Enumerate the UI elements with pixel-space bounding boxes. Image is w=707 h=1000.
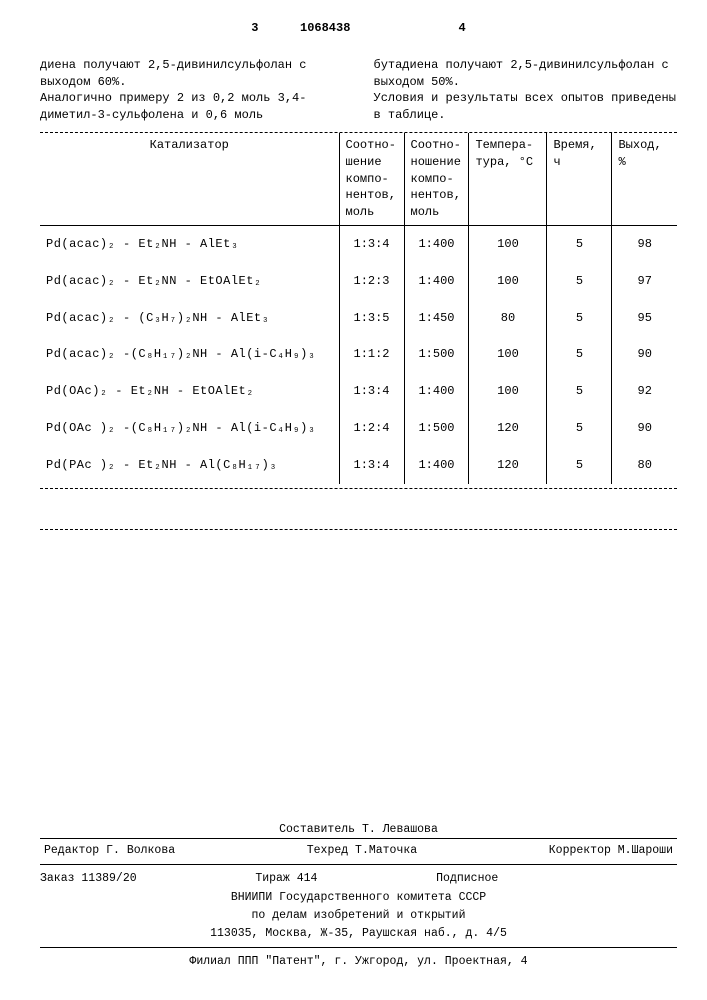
document-id: 1068438 (300, 20, 350, 37)
intro-col-left: диена получают 2,5-дивинилсульфолан с вы… (40, 57, 344, 124)
cell-yield: 90 (612, 336, 677, 373)
table-row: Pd(OAc)₂ - Et₂NH - EtOAlEt₂1:3:41:400100… (40, 373, 677, 410)
cell-ratio2: 1:400 (404, 263, 469, 300)
footer-order: Заказ 11389/20 (40, 871, 137, 887)
th-ratio1: Соотно- шение компо- нентов, моль (339, 133, 404, 225)
th-time: Время, ч (547, 133, 612, 225)
patent-page: 3 1068438 4 диена получают 2,5-дивинилсу… (0, 0, 707, 1000)
cell-time: 5 (547, 373, 612, 410)
cell-catalyst: Pd(acac)₂ - Et₂NH - AlEt₃ (40, 225, 339, 262)
th-ratio2: Соотно- ношение компо- нентов, моль (404, 133, 469, 225)
footer-credits-row: Редактор Г. Волкова Техред Т.Маточка Кор… (40, 838, 677, 864)
cell-catalyst: Pd(acac)₂ - Et₂NN - EtOAlEt₂ (40, 263, 339, 300)
cell-temp: 120 (469, 447, 547, 484)
cell-time: 5 (547, 447, 612, 484)
cell-yield: 80 (612, 447, 677, 484)
th-catalyst: Катализатор (40, 133, 339, 225)
cell-ratio1: 1:2:3 (339, 263, 404, 300)
cell-yield: 97 (612, 263, 677, 300)
cell-ratio2: 1:400 (404, 447, 469, 484)
table-head: Катализатор Соотно- шение компо- нентов,… (40, 133, 677, 225)
footer-signed: Подписное (436, 871, 498, 887)
cell-yield: 90 (612, 410, 677, 447)
page-number-right: 4 (459, 20, 466, 37)
results-table: Катализатор Соотно- шение компо- нентов,… (40, 133, 677, 484)
cell-ratio1: 1:1:2 (339, 336, 404, 373)
th-temp: Темпера- тура, °С (469, 133, 547, 225)
cell-temp: 100 (469, 373, 547, 410)
divider-bottom-1 (40, 488, 677, 489)
cell-temp: 80 (469, 300, 547, 337)
cell-ratio1: 1:3:4 (339, 225, 404, 262)
footer-addr: 113035, Москва, Ж-35, Раушская наб., д. … (40, 925, 677, 943)
table-row: Pd(PAc )₂ - Et₂NH - Al(C₈H₁₇)₃1:3:41:400… (40, 447, 677, 484)
footer-org2: по делам изобретений и открытий (40, 907, 677, 925)
cell-time: 5 (547, 336, 612, 373)
cell-temp: 120 (469, 410, 547, 447)
cell-ratio2: 1:500 (404, 336, 469, 373)
intro-paragraphs: диена получают 2,5-дивинилсульфолан с вы… (40, 57, 677, 124)
cell-ratio2: 1:400 (404, 373, 469, 410)
footer-order-row: Заказ 11389/20 Тираж 414 Подписное (40, 865, 677, 889)
cell-yield: 95 (612, 300, 677, 337)
cell-ratio2: 1:450 (404, 300, 469, 337)
cell-ratio1: 1:3:5 (339, 300, 404, 337)
cell-ratio1: 1:2:4 (339, 410, 404, 447)
footer-editor: Редактор Г. Волкова (44, 843, 175, 859)
table-row: Pd(acac)₂ - (C₃H₇)₂NH - AlEt₃1:3:51:4508… (40, 300, 677, 337)
footer-block: Составитель Т. Левашова Редактор Г. Волк… (40, 822, 677, 970)
cell-time: 5 (547, 225, 612, 262)
cell-temp: 100 (469, 263, 547, 300)
cell-ratio1: 1:3:4 (339, 373, 404, 410)
table-row: Pd(OAc )₂ -(C₈H₁₇)₂NH - Al(i-C₄H₉)₃1:2:4… (40, 410, 677, 447)
cell-catalyst: Pd(OAc )₂ -(C₈H₁₇)₂NH - Al(i-C₄H₉)₃ (40, 410, 339, 447)
cell-catalyst: Pd(acac)₂ - (C₃H₇)₂NH - AlEt₃ (40, 300, 339, 337)
header-row: Катализатор Соотно- шение компо- нентов,… (40, 133, 677, 225)
footer-org1: ВНИИПИ Государственного комитета СССР (40, 889, 677, 907)
cell-time: 5 (547, 300, 612, 337)
cell-catalyst: Pd(PAc )₂ - Et₂NH - Al(C₈H₁₇)₃ (40, 447, 339, 484)
table-body: Pd(acac)₂ - Et₂NH - AlEt₃1:3:41:40010059… (40, 225, 677, 483)
cell-time: 5 (547, 410, 612, 447)
footer-tirage: Тираж 414 (255, 871, 317, 887)
footer-compiler: Составитель Т. Левашова (40, 822, 677, 838)
footer-spacer (617, 871, 677, 887)
footer-techred: Техред Т.Маточка (307, 843, 417, 859)
cell-catalyst: Pd(OAc)₂ - Et₂NH - EtOAlEt₂ (40, 373, 339, 410)
cell-time: 5 (547, 263, 612, 300)
cell-catalyst: Pd(acac)₂ -(C₈H₁₇)₂NH - Al(i-C₄H₉)₃ (40, 336, 339, 373)
cell-yield: 92 (612, 373, 677, 410)
cell-ratio2: 1:400 (404, 225, 469, 262)
divider-bottom-2 (40, 529, 677, 530)
th-yield: Выход, % (612, 133, 677, 225)
cell-temp: 100 (469, 336, 547, 373)
table-row: Pd(acac)₂ - Et₂NH - AlEt₃1:3:41:40010059… (40, 225, 677, 262)
cell-yield: 98 (612, 225, 677, 262)
header-row: 3 1068438 4 (40, 20, 677, 37)
cell-ratio1: 1:3:4 (339, 447, 404, 484)
intro-col-right: бутадиена получают 2,5-дивинилсульфолан … (374, 57, 678, 124)
footer-corrector: Корректор М.Шароши (549, 843, 673, 859)
table-row: Pd(acac)₂ - Et₂NN - EtOAlEt₂1:2:31:40010… (40, 263, 677, 300)
page-number-left: 3 (251, 20, 258, 37)
cell-ratio2: 1:500 (404, 410, 469, 447)
cell-temp: 100 (469, 225, 547, 262)
footer-branch: Филиал ППП "Патент", г. Ужгород, ул. Про… (40, 947, 677, 970)
table-row: Pd(acac)₂ -(C₈H₁₇)₂NH - Al(i-C₄H₉)₃1:1:2… (40, 336, 677, 373)
